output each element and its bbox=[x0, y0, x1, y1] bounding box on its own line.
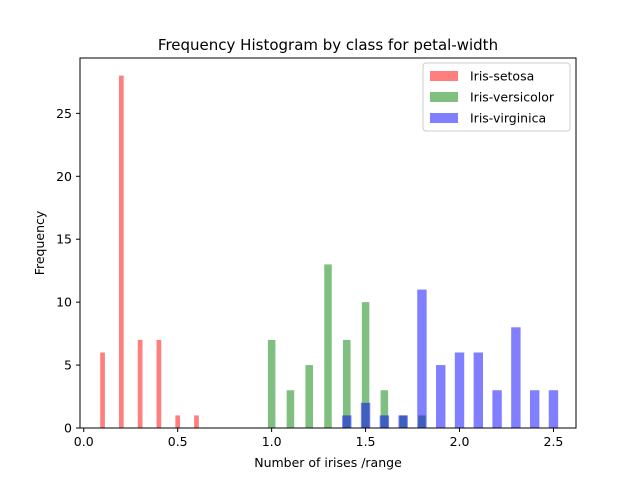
x-axis-label: Number of irises /range bbox=[254, 455, 402, 470]
bar-iris-setosa-0.1 bbox=[100, 352, 105, 428]
bar-iris-versicolor-1.6 bbox=[380, 390, 389, 428]
bar-iris-versicolor-1.2 bbox=[305, 365, 313, 428]
series-iris-virginica bbox=[342, 289, 559, 428]
legend-swatch-iris-setosa bbox=[430, 71, 458, 81]
bar-iris-setosa-0.4 bbox=[156, 339, 162, 428]
x-tick-label: 1.0 bbox=[262, 434, 282, 449]
bar-iris-setosa-0.5 bbox=[175, 415, 181, 428]
bar-iris-virginica-2.2 bbox=[492, 390, 502, 428]
bar-iris-setosa-0.3 bbox=[137, 339, 143, 428]
chart-title: Frequency Histogram by class for petal-w… bbox=[158, 36, 498, 54]
bar-iris-virginica-1.4 bbox=[342, 415, 352, 428]
legend-items: Iris-setosa Iris-versicolor Iris-virginica bbox=[430, 69, 555, 126]
x-tick-label: 2.0 bbox=[450, 434, 470, 449]
bar-iris-virginica-2.3 bbox=[511, 327, 521, 428]
legend-swatch-iris-virginica bbox=[430, 113, 458, 123]
bar-iris-virginica-2.5 bbox=[548, 390, 559, 428]
bar-iris-versicolor-1.5 bbox=[361, 302, 370, 428]
x-tick-label: 0.5 bbox=[168, 434, 188, 449]
bar-iris-versicolor-1.3 bbox=[324, 264, 332, 428]
legend-box bbox=[422, 62, 571, 132]
y-tick-label: 15 bbox=[56, 232, 72, 247]
bar-iris-virginica-2.1 bbox=[473, 352, 483, 428]
bar-iris-virginica-1.6 bbox=[379, 415, 390, 428]
x-tick-label: 2.5 bbox=[544, 434, 564, 449]
legend-label-iris-virginica: Iris-virginica bbox=[470, 111, 546, 126]
bar-iris-virginica-2.4 bbox=[529, 390, 540, 428]
bar-iris-setosa-0.6 bbox=[194, 415, 199, 428]
x-tick-label: 0.0 bbox=[74, 434, 94, 449]
bar-iris-virginica-1.8 bbox=[417, 289, 427, 428]
series-iris-setosa bbox=[100, 75, 199, 429]
bar-iris-virginica-2 bbox=[454, 352, 465, 428]
bar-iris-versicolor-1 bbox=[267, 339, 276, 428]
x-tick-label: 1.5 bbox=[356, 434, 376, 449]
y-tick-label: 25 bbox=[56, 106, 72, 121]
bar-iris-versicolor-1.1 bbox=[286, 390, 295, 428]
y-tick-label: 20 bbox=[56, 169, 72, 184]
bar-iris-setosa-0.2 bbox=[118, 75, 124, 429]
y-tick-label: 0 bbox=[64, 421, 72, 436]
y-tick-label: 10 bbox=[56, 295, 72, 310]
legend: Iris-setosa Iris-versicolor Iris-virginica bbox=[422, 62, 571, 132]
legend-label-iris-setosa: Iris-setosa bbox=[470, 69, 534, 84]
legend-swatch-iris-versicolor bbox=[430, 92, 458, 102]
bar-iris-virginica-1.7 bbox=[398, 415, 408, 428]
plot-frame bbox=[79, 57, 577, 429]
bars-layer bbox=[100, 75, 559, 429]
bar-iris-virginica-1.5 bbox=[360, 402, 371, 428]
y-axis-label: Frequency bbox=[32, 210, 47, 275]
bar-iris-virginica-1.9 bbox=[436, 365, 446, 428]
ticks-layer: 0.0 0.5 1.0 1.5 2.0 2.5 0 5 10 15 20 25 bbox=[56, 106, 563, 449]
bar-iris-versicolor-1.4 bbox=[343, 339, 351, 428]
legend-label-iris-versicolor: Iris-versicolor bbox=[470, 90, 555, 105]
y-tick-label: 5 bbox=[64, 358, 72, 373]
